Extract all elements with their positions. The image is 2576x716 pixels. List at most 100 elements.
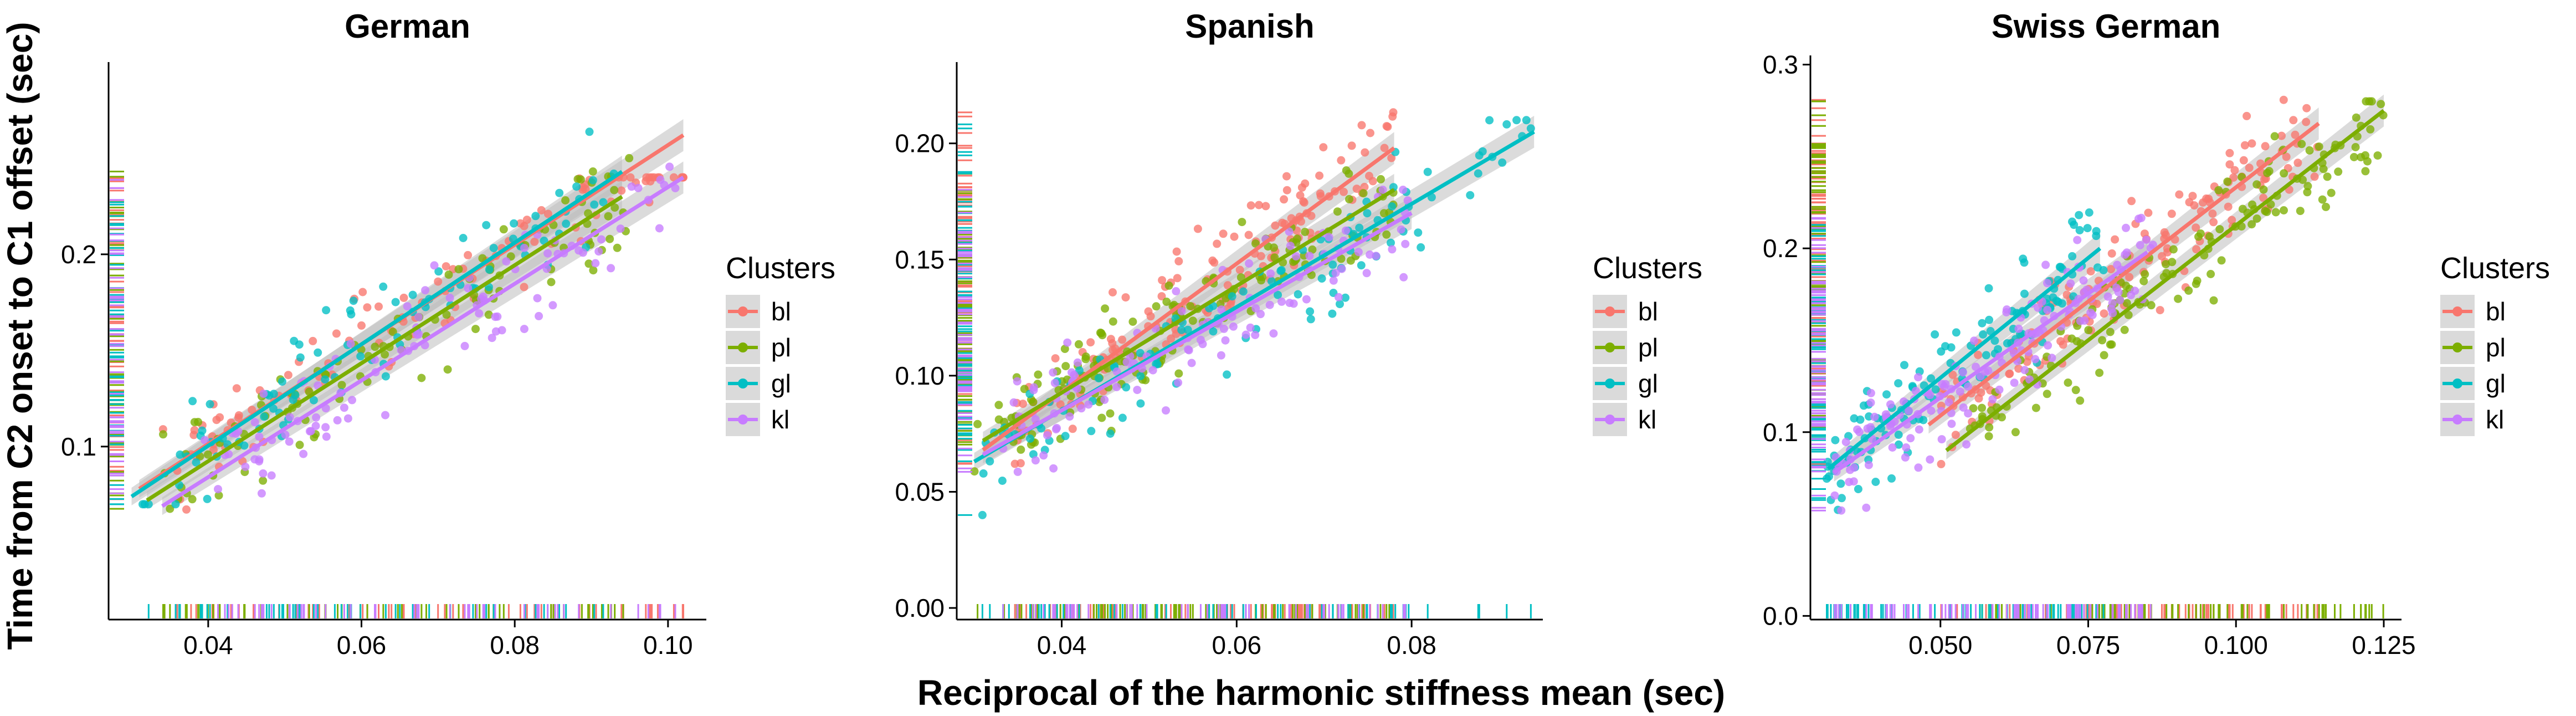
point-gl (192, 458, 201, 467)
point-pl (2361, 151, 2370, 160)
point-kl (1241, 330, 1250, 339)
point-pl (547, 278, 556, 287)
point-kl (2079, 276, 2088, 285)
point-pl (994, 401, 1003, 410)
point-kl (1063, 338, 1072, 347)
point-kl (1401, 239, 1410, 248)
point-bl (2245, 163, 2254, 172)
point-pl (2120, 289, 2129, 298)
point-gl (1357, 261, 1366, 270)
point-kl (2031, 355, 2040, 364)
point-bl (2208, 209, 2217, 218)
point-bl (1068, 425, 1077, 433)
point-kl (1031, 456, 1040, 465)
point-bl (2302, 117, 2311, 126)
point-kl (1837, 506, 1846, 515)
point-gl (1363, 209, 1372, 218)
point-kl (1388, 245, 1397, 254)
point-kl (1397, 225, 1405, 234)
point-gl (588, 176, 597, 185)
point-bl (530, 237, 539, 246)
point-kl (1905, 406, 1913, 415)
point-pl (2318, 195, 2327, 204)
point-gl (2019, 254, 2028, 263)
point-bl (1360, 182, 1369, 191)
point-kl (607, 264, 615, 273)
point-pl (388, 328, 397, 336)
point-pl (1238, 218, 1246, 227)
point-bl (464, 250, 473, 259)
point-kl (1073, 358, 1082, 367)
point-pl (2122, 299, 2131, 308)
point-pl (1978, 403, 1986, 412)
point-kl (1866, 388, 1875, 397)
point-bl (537, 206, 546, 214)
point-gl (260, 412, 269, 421)
point-kl (224, 450, 233, 458)
point-kl (1065, 412, 1074, 421)
point-kl (413, 330, 422, 339)
point-bl (1319, 143, 1328, 152)
panels: German 0.04 0.06 0.08 0.10 0.1 0.2 Clusters bl pl… (61, 8, 2550, 659)
point-pl (561, 196, 570, 204)
panel-1: Spanish 0.04 0.06 0.08 0.00 0.05 0.10 0.15 0.20 C… (895, 8, 1702, 659)
point-kl (616, 224, 625, 233)
point-bl (2229, 173, 2238, 182)
point-bl (520, 283, 528, 291)
point-gl (309, 396, 318, 405)
panel-0: German 0.04 0.06 0.08 0.10 0.1 0.2 Clusters bl pl… (61, 8, 835, 659)
point-pl (2064, 379, 2072, 387)
point-pl (2252, 214, 2261, 223)
point-pl (2214, 186, 2223, 195)
point-bl (1235, 265, 1244, 274)
point-bl (578, 183, 587, 192)
point-gl (2092, 232, 2101, 241)
point-kl (1172, 287, 1181, 295)
point-bl (1226, 300, 1235, 308)
point-bl (399, 293, 408, 302)
point-pl (2323, 172, 2332, 181)
point-gl (1223, 370, 1231, 379)
point-pl (613, 243, 622, 252)
point-kl (578, 248, 587, 257)
point-pl (2259, 185, 2268, 194)
point-kl (1177, 307, 1186, 316)
point-kl (2043, 305, 2052, 314)
point-gl (1466, 191, 1475, 200)
point-gl (1026, 434, 1034, 443)
point-pl (2076, 396, 2085, 405)
point-kl (2108, 299, 2117, 308)
point-kl (1881, 410, 1890, 419)
point-pl (2303, 182, 2312, 191)
point-kl (1043, 431, 1051, 439)
point-bl (2156, 306, 2164, 315)
point-bl (2125, 273, 2134, 282)
point-pl (190, 418, 199, 427)
point-bl (2260, 175, 2269, 183)
point-kl (1870, 412, 1879, 421)
point-gl (585, 127, 594, 136)
point-pl (1379, 209, 1388, 218)
point-kl (1956, 387, 1964, 396)
point-kl (1988, 395, 1997, 403)
point-gl (1209, 327, 1218, 336)
point-pl (970, 467, 979, 476)
fit-line-kl (982, 211, 1413, 457)
point-bl (522, 216, 531, 224)
point-bl (2277, 131, 2286, 140)
point-gl (379, 282, 388, 291)
point-gl (2083, 224, 2092, 233)
point-kl (255, 457, 264, 466)
point-kl (1399, 186, 1408, 194)
point-kl (1077, 404, 1086, 413)
point-kl (2034, 303, 2043, 312)
point-kl (2041, 260, 2050, 269)
point-kl (1084, 400, 1093, 409)
point-gl (979, 469, 988, 478)
point-kl (1187, 359, 1196, 367)
point-kl (321, 423, 330, 432)
point-bl (284, 371, 293, 380)
fit-line-gl (1826, 247, 2102, 470)
point-gl (1328, 309, 1337, 318)
point-kl (1331, 269, 1340, 278)
